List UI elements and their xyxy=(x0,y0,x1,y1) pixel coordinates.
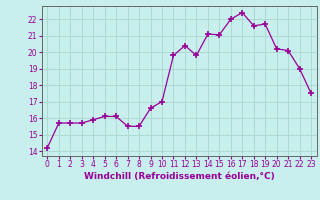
X-axis label: Windchill (Refroidissement éolien,°C): Windchill (Refroidissement éolien,°C) xyxy=(84,172,275,181)
